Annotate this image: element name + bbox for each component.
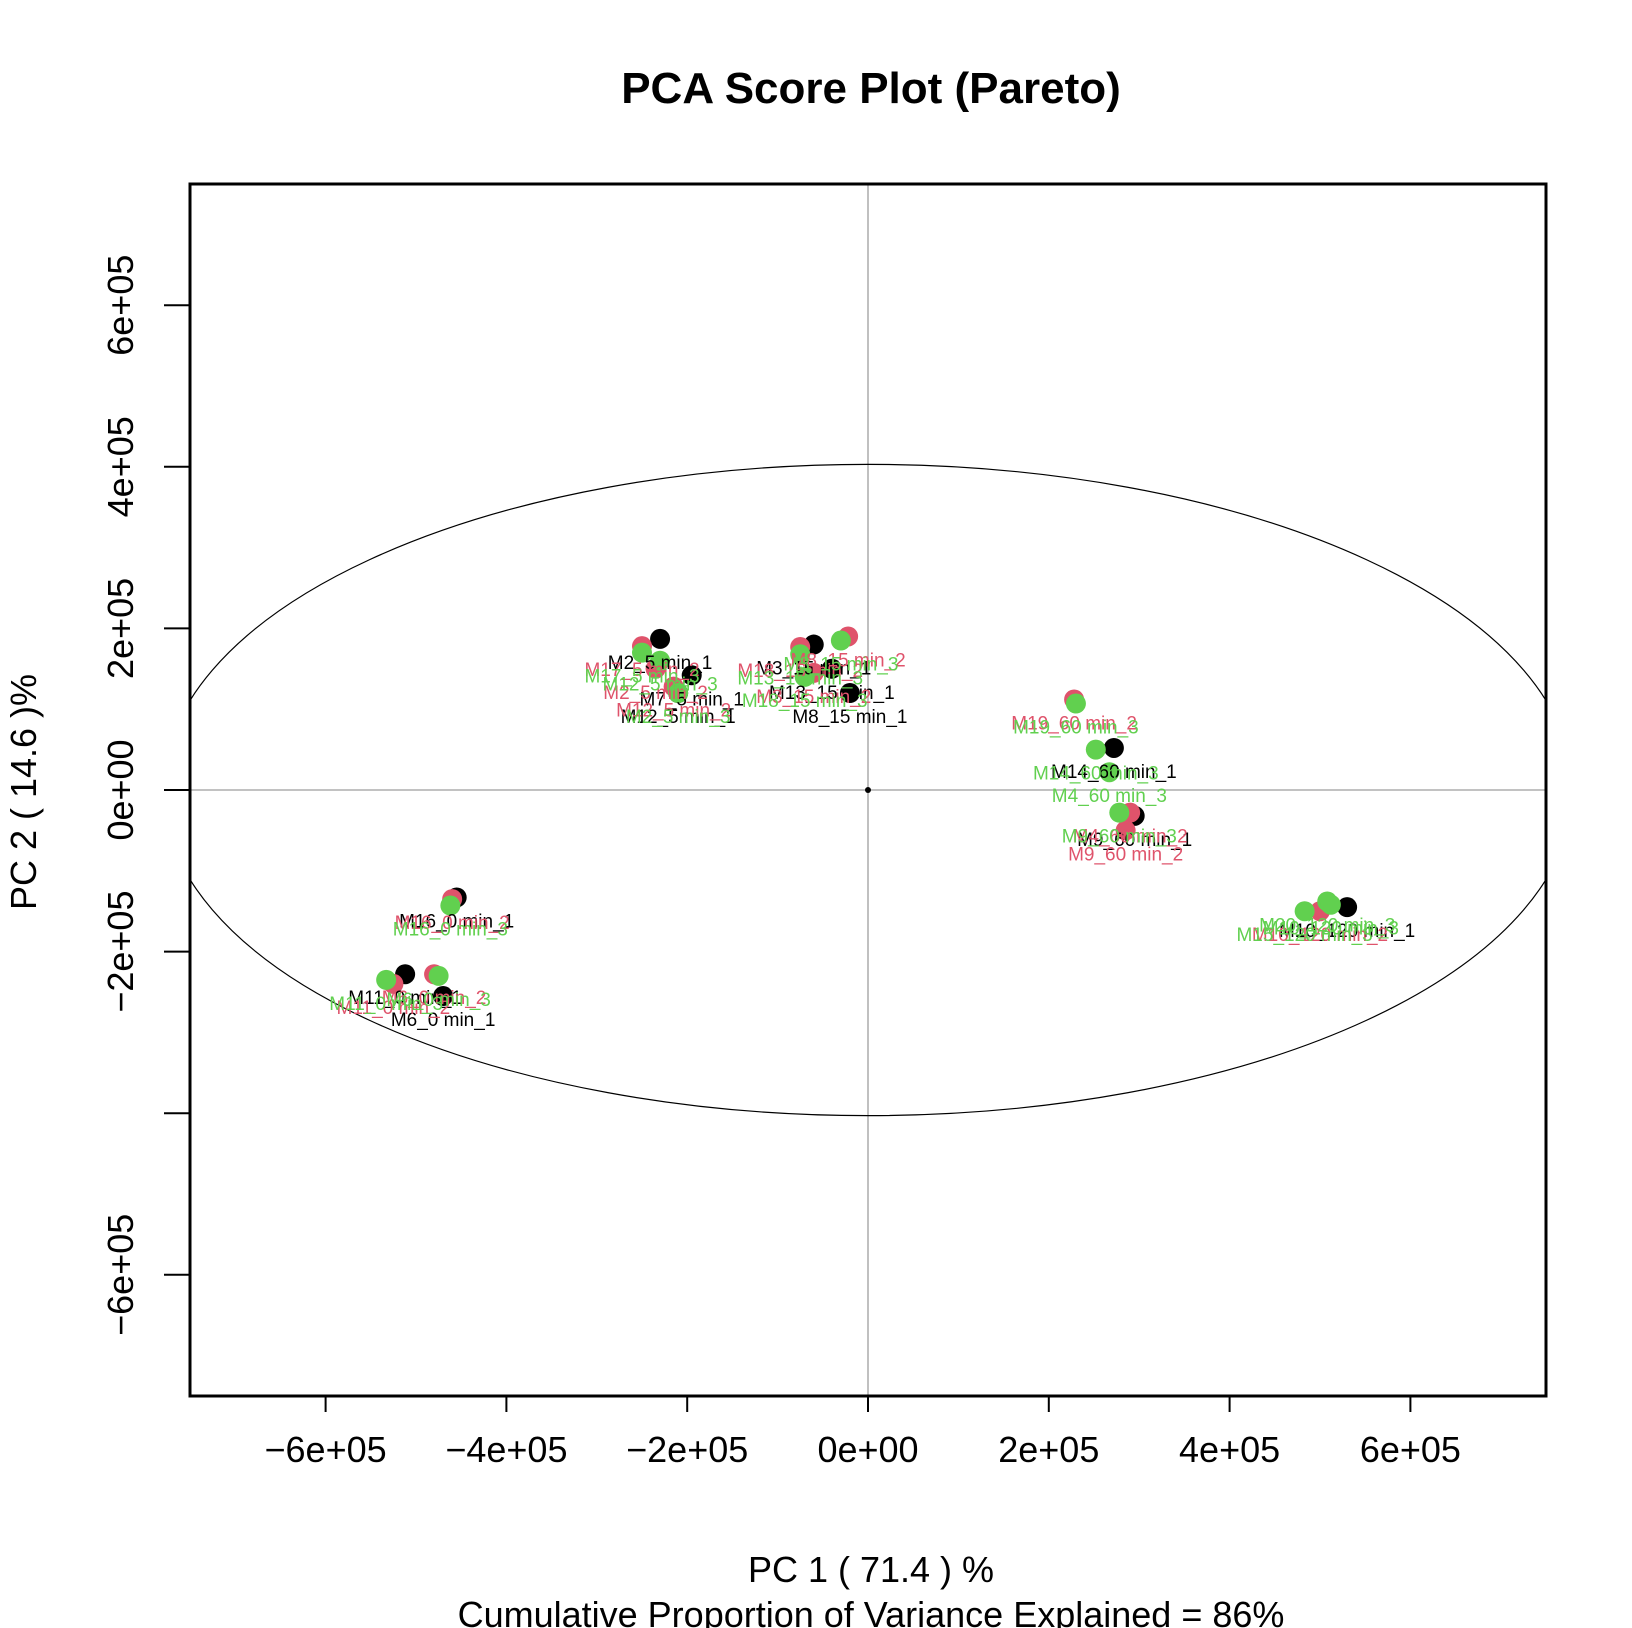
x-tick-label: −4e+05 — [445, 1429, 567, 1470]
x-tick-label: 4e+05 — [1179, 1429, 1280, 1470]
y-tick-label: 4e+05 — [100, 416, 141, 517]
y-tick-label: 2e+05 — [100, 578, 141, 679]
score-point — [1066, 694, 1086, 714]
score-point — [1104, 738, 1124, 758]
point-label: M12_5 min_3 — [603, 675, 718, 696]
x-axis-sublabel: Cumulative Proportion of Variance Explai… — [458, 1594, 1285, 1628]
x-tick-label: 6e+05 — [1360, 1429, 1461, 1470]
point-label: M10_120 min_3 — [1263, 919, 1399, 940]
y-tick-label: 0e+00 — [100, 739, 141, 840]
point-label: M16_0 min_3 — [393, 920, 508, 941]
point-label: M4_60 min_3 — [1052, 786, 1167, 807]
point-label: M2_5 min_3 — [626, 707, 731, 728]
score-point — [650, 629, 670, 649]
x-tick-label: −2e+05 — [626, 1429, 748, 1470]
score-point — [1086, 740, 1106, 760]
point-label: M6_0 min_3 — [386, 990, 491, 1011]
y-tick-label: 6e+05 — [100, 255, 141, 356]
score-point — [1321, 895, 1341, 915]
y-tick-label: −2e+05 — [100, 891, 141, 1013]
score-point — [376, 970, 396, 990]
y-axis-label: PC 2 ( 14.6 )% — [3, 674, 44, 910]
point-label: M18_15 min_3 — [742, 691, 868, 712]
score-point — [831, 631, 851, 651]
y-tick-label: −6e+05 — [100, 1214, 141, 1336]
origin-point — [865, 787, 871, 793]
point-label: M19_60 min_3 — [1013, 718, 1139, 739]
x-tick-label: 0e+00 — [817, 1429, 918, 1470]
chart-title: PCA Score Plot (Pareto) — [621, 64, 1121, 113]
x-tick-label: −6e+05 — [265, 1429, 387, 1470]
point-label: M14_60 min_3 — [1033, 764, 1159, 785]
score-point — [429, 966, 449, 986]
point-label: M9_60 min_3 — [1062, 827, 1177, 848]
point-label: M3_15 min_3 — [783, 655, 898, 676]
x-axis-label: PC 1 ( 71.4 ) % — [748, 1549, 994, 1590]
x-tick-label: 2e+05 — [998, 1429, 1099, 1470]
